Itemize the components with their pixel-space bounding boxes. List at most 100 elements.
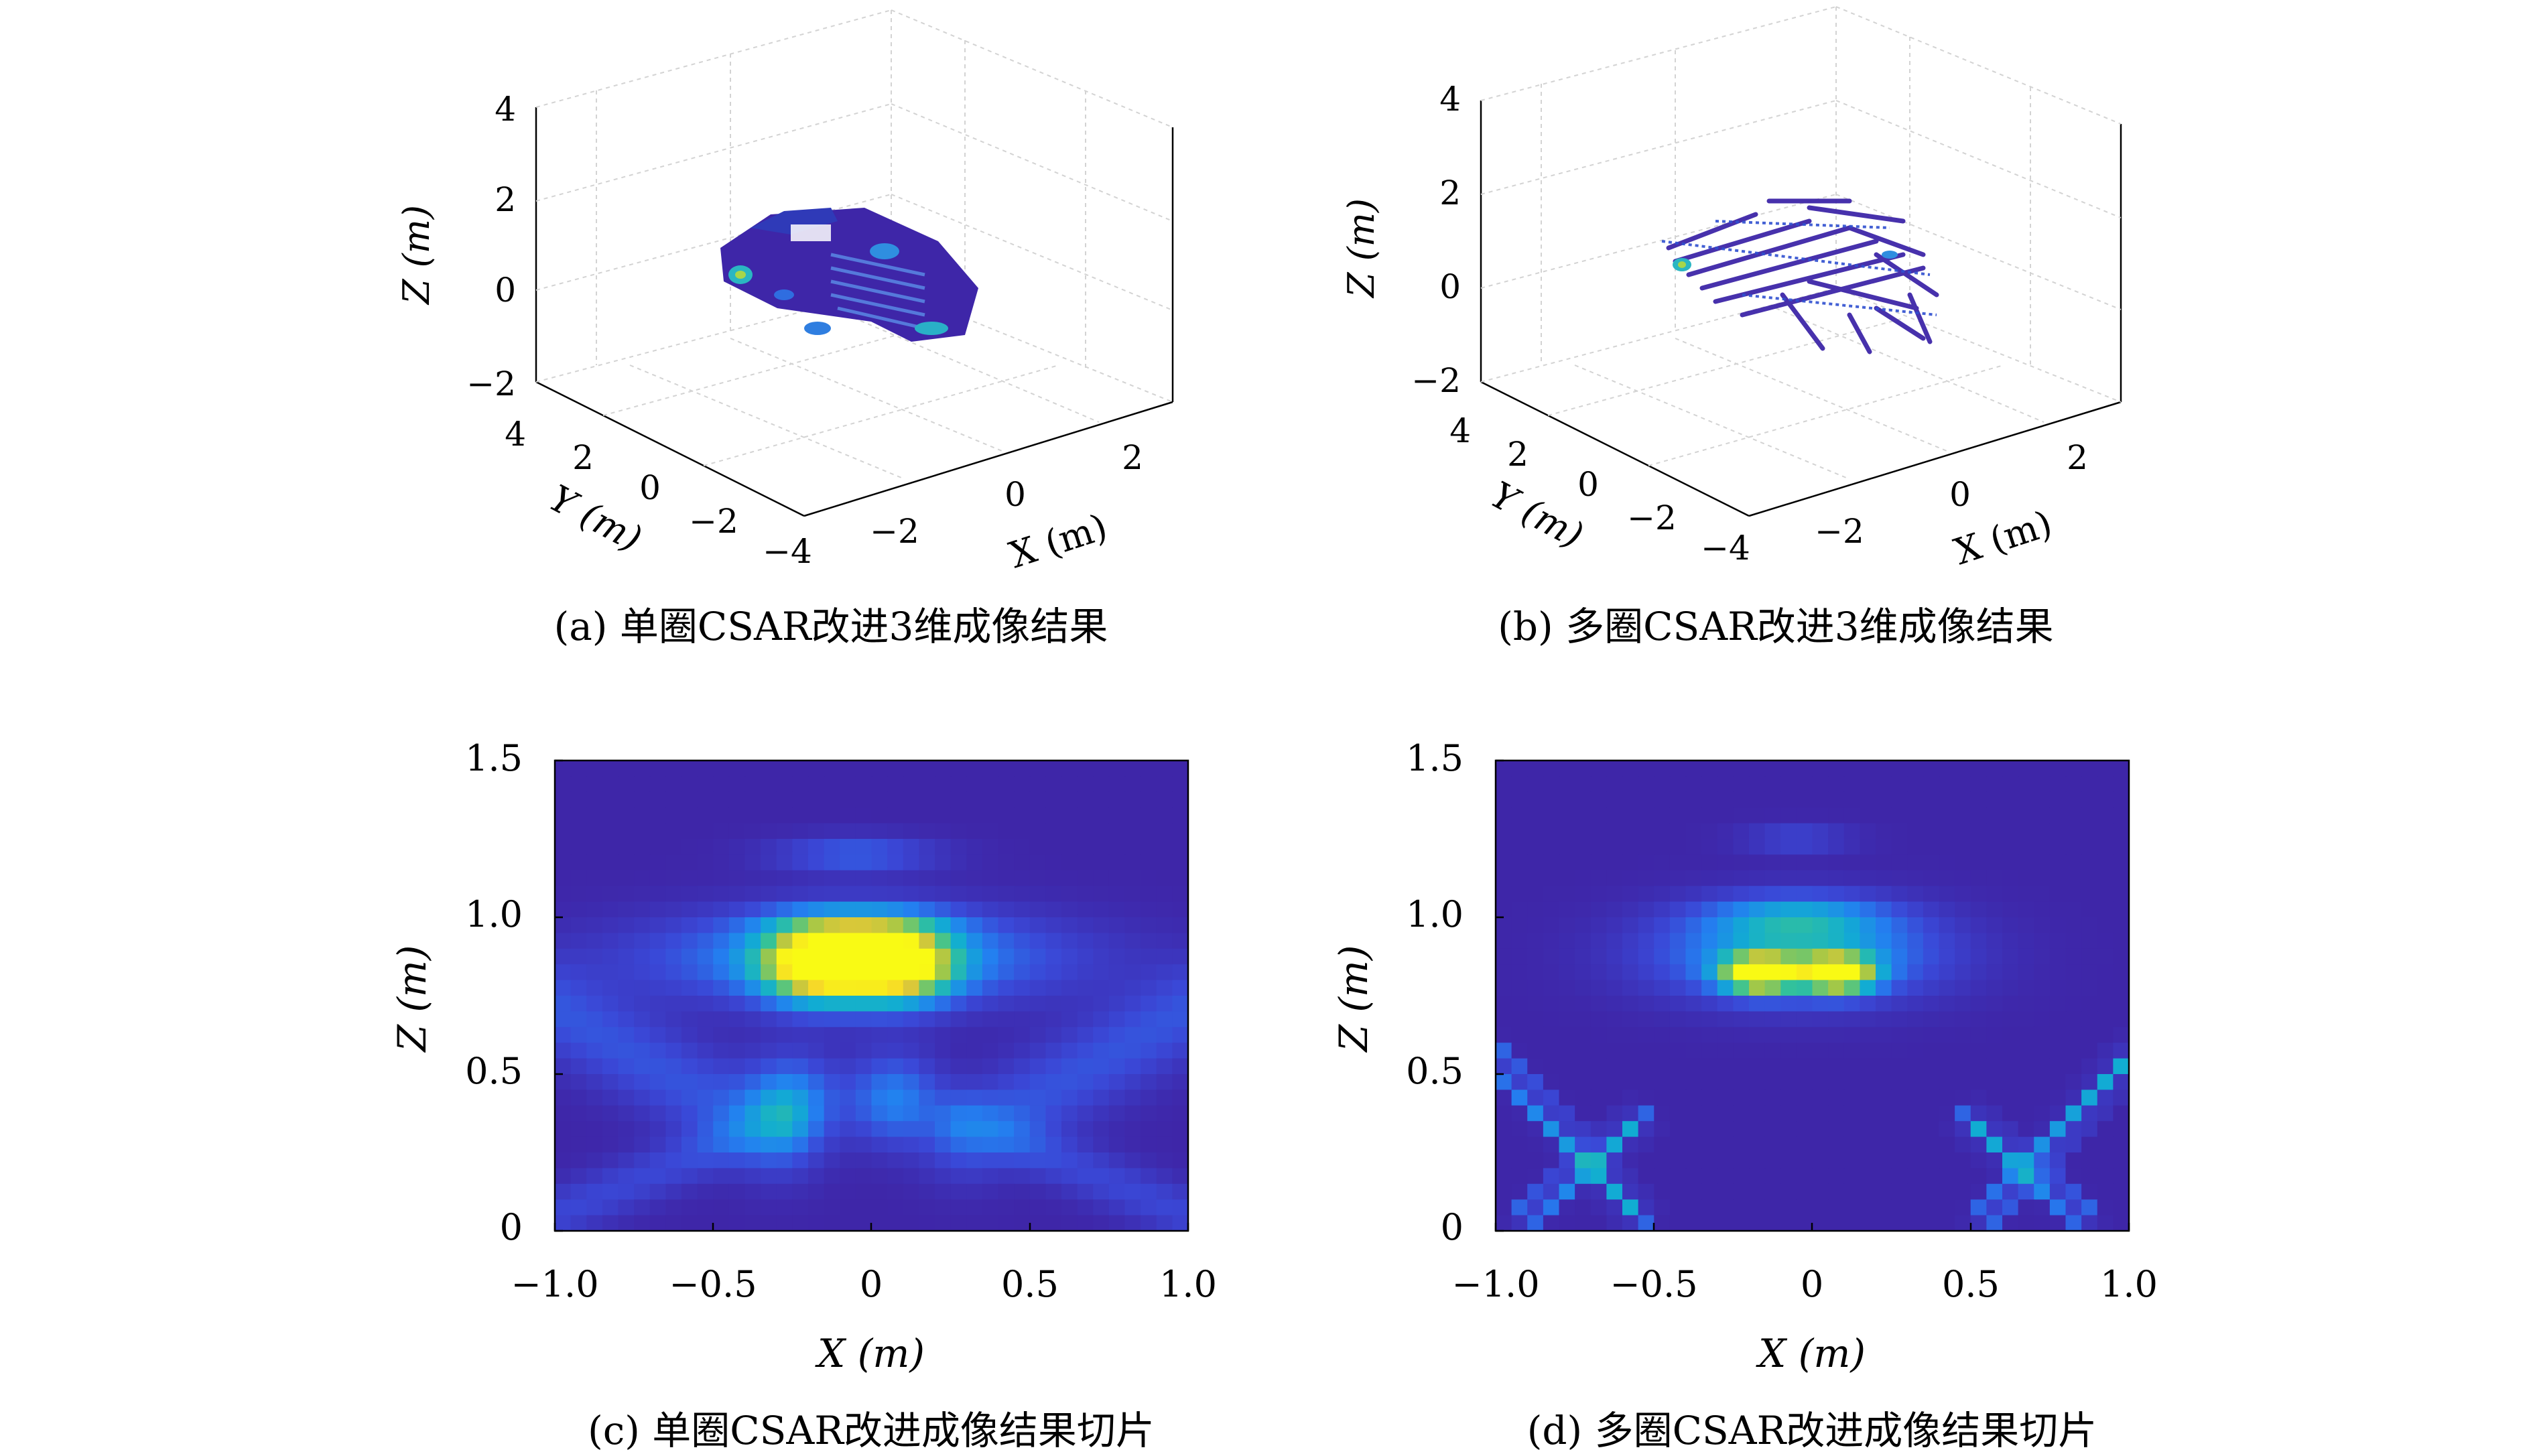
panel-c-xtick: −0.5 — [669, 1263, 757, 1305]
heatmap-cell — [1124, 933, 1141, 949]
heatmap-cell — [1986, 823, 2003, 840]
heatmap-cell — [1156, 1121, 1173, 1138]
heatmap-cell — [887, 933, 904, 949]
heatmap-cell — [998, 1043, 1015, 1059]
heatmap-cell — [1843, 886, 1860, 903]
heatmap-cell — [1796, 823, 1813, 840]
heatmap-cell — [1606, 1199, 1623, 1216]
heatmap-cell — [1939, 807, 1955, 824]
heatmap-cell — [1108, 1074, 1126, 1090]
heatmap-cell — [1685, 1183, 1702, 1200]
heatmap-cell — [1638, 1136, 1654, 1153]
heatmap-cell — [649, 1058, 666, 1075]
heatmap-cell — [602, 839, 619, 855]
heatmap-cell — [2002, 1215, 2019, 1232]
heatmap-cell — [1496, 901, 1512, 918]
heatmap-cell — [1685, 1136, 1702, 1153]
heatmap-cell — [1124, 839, 1141, 855]
heatmap-cell — [618, 948, 635, 965]
heatmap-cell — [2097, 948, 2114, 965]
heatmap-cell — [1141, 870, 1157, 886]
heatmap-cell — [1156, 1136, 1173, 1153]
heatmap-cell — [1014, 1152, 1031, 1169]
heatmap-cell — [1622, 901, 1639, 918]
heatmap-cell — [1606, 1105, 1623, 1122]
heatmap-cell — [570, 901, 587, 918]
heatmap-cell — [744, 1136, 761, 1153]
heatmap-cell — [1654, 901, 1671, 918]
heatmap-cell — [1685, 760, 1702, 777]
heatmap-cell — [966, 823, 983, 840]
heatmap-cell — [1843, 839, 1860, 855]
heatmap-cell — [1970, 839, 1987, 855]
heatmap-cell — [1014, 1168, 1031, 1185]
heatmap-cell — [1124, 1152, 1141, 1169]
heatmap-cell — [602, 870, 619, 886]
heatmap-cell — [1780, 1183, 1797, 1200]
panel-c-ytick: 0.5 — [465, 1050, 523, 1092]
heatmap-cell — [1077, 1043, 1094, 1059]
heatmap-cell — [713, 1136, 730, 1153]
heatmap-cell — [792, 870, 809, 886]
panel-a-ytick: 4 — [505, 415, 526, 454]
heatmap-cell — [634, 1121, 651, 1138]
heatmap-cell — [998, 1199, 1015, 1216]
heatmap-cell — [824, 791, 840, 808]
heatmap-cell — [618, 1199, 635, 1216]
heatmap-cell — [919, 1215, 935, 1232]
heatmap-cell — [1606, 1152, 1623, 1169]
heatmap-cell — [919, 1074, 935, 1090]
heatmap-cell — [761, 933, 777, 949]
heatmap-cell — [618, 1011, 635, 1028]
heatmap-cell — [871, 839, 888, 855]
heatmap-cell — [618, 870, 635, 886]
heatmap-cell — [1622, 1074, 1639, 1090]
heatmap-cell — [1780, 1152, 1797, 1169]
heatmap-cell — [1876, 1199, 1892, 1216]
heatmap-cell — [2097, 1136, 2114, 1153]
heatmap-cell — [919, 933, 935, 949]
panel-a-xtick: −2 — [870, 512, 919, 551]
heatmap-cell — [1077, 1058, 1094, 1075]
heatmap-cell — [2081, 933, 2098, 949]
heatmap-cell — [697, 917, 714, 933]
heatmap-cell — [808, 776, 825, 793]
heatmap-cell — [697, 839, 714, 855]
heatmap-cell — [887, 1027, 904, 1043]
heatmap-cell — [1511, 1152, 1528, 1169]
heatmap-cell — [1923, 1136, 1940, 1153]
heatmap-cell — [649, 1215, 666, 1232]
heatmap-cell — [871, 917, 888, 933]
heatmap-cell — [1701, 1043, 1718, 1059]
heatmap-cell — [728, 980, 746, 996]
heatmap-cell — [871, 791, 888, 808]
heatmap-cell — [618, 839, 635, 855]
heatmap-cell — [1014, 776, 1031, 793]
heatmap-cell — [681, 1168, 698, 1185]
heatmap-cell — [1654, 1121, 1671, 1138]
heatmap-cell — [1575, 933, 1592, 949]
heatmap-cell — [1685, 1074, 1702, 1090]
heatmap-cell — [1764, 760, 1781, 777]
heatmap-cell — [1717, 980, 1734, 996]
heatmap-cell — [649, 996, 666, 1012]
heatmap-cell — [950, 854, 967, 871]
heatmap-cell — [2081, 807, 2098, 824]
heatmap-cell — [634, 1199, 651, 1216]
heatmap-cell — [840, 776, 856, 793]
panel-d-ytick: 0.5 — [1406, 1050, 1464, 1092]
heatmap-cell — [1061, 1121, 1078, 1138]
heatmap-cell — [1061, 948, 1078, 965]
heatmap-cell — [1717, 886, 1734, 903]
heatmap-cell — [1939, 1027, 1955, 1043]
heatmap-cell — [1876, 1105, 1892, 1122]
heatmap-cell — [1685, 980, 1702, 996]
heatmap-cell — [665, 1043, 682, 1059]
heatmap-cell — [618, 1089, 635, 1106]
heatmap-cell — [2018, 807, 2034, 824]
heatmap-cell — [1939, 1199, 1955, 1216]
heatmap-cell — [1701, 886, 1718, 903]
heatmap-cell — [2097, 791, 2114, 808]
heatmap-cell — [1876, 1043, 1892, 1059]
heatmap-cell — [1749, 1027, 1766, 1043]
